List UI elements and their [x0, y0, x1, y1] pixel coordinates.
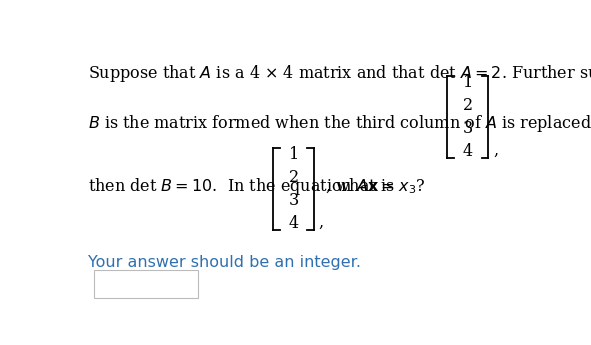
- Text: 1: 1: [463, 74, 473, 91]
- Text: Your answer should be an integer.: Your answer should be an integer.: [87, 255, 361, 270]
- Text: then det $B = 10$.  In the equation $A\mathbf{x} =$: then det $B = 10$. In the equation $A\ma…: [87, 176, 394, 197]
- Text: $B$ is the matrix formed when the third column of $A$ is replaced by: $B$ is the matrix formed when the third …: [87, 113, 591, 134]
- Text: 3: 3: [288, 192, 299, 209]
- Text: 3: 3: [463, 120, 473, 137]
- Text: 2: 2: [288, 169, 299, 186]
- Text: , what is $x_3$?: , what is $x_3$?: [325, 177, 426, 196]
- Text: 4: 4: [463, 143, 473, 160]
- FancyBboxPatch shape: [95, 270, 197, 298]
- Text: ,: ,: [319, 214, 324, 230]
- Text: ,: ,: [493, 142, 498, 159]
- Text: 2: 2: [463, 97, 473, 114]
- Text: 4: 4: [288, 215, 299, 232]
- Text: Suppose that $A$ is a 4 $\times$ 4 matrix and that det $A = 2$. Further suppose : Suppose that $A$ is a 4 $\times$ 4 matri…: [87, 63, 591, 83]
- Text: 1: 1: [288, 146, 299, 163]
